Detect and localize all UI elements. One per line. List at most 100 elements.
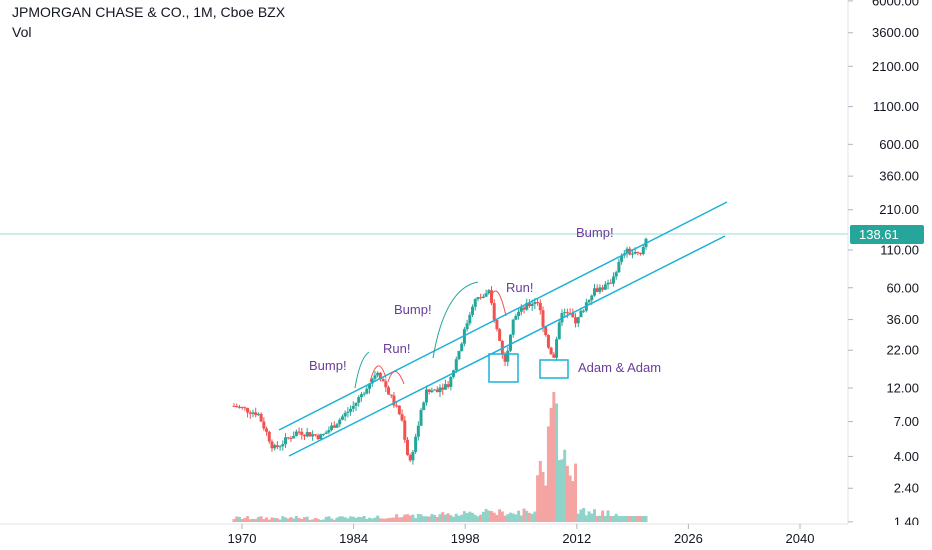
volume-bar — [365, 518, 369, 522]
volume-bar — [262, 519, 266, 522]
volume-bar — [248, 519, 252, 522]
volume-bar — [527, 512, 531, 522]
price-tick-label: 110.00 — [880, 243, 919, 258]
candle-body — [506, 350, 510, 362]
volume-bar — [457, 515, 461, 522]
volume-bar — [311, 519, 315, 522]
volume-bar — [273, 518, 277, 522]
volume-bar — [609, 516, 613, 522]
candle-body — [237, 406, 241, 408]
time-tick-label: 1998 — [451, 531, 480, 546]
run-arc-1 — [369, 365, 387, 383]
candle-body — [435, 389, 439, 393]
price-tick-label: 1100.00 — [873, 99, 919, 114]
scale-corner[interactable] — [848, 525, 932, 550]
candle-body — [378, 372, 382, 380]
candle-body — [392, 395, 396, 406]
volume-bar — [565, 465, 569, 522]
volume-bar — [384, 518, 388, 522]
candle-body — [630, 253, 634, 255]
volume-bar — [308, 519, 312, 522]
price-tick-label: 7.00 — [894, 414, 919, 429]
volume-bar — [571, 481, 575, 522]
candle-body — [408, 455, 412, 461]
price-tick-label: 60.00 — [886, 280, 919, 295]
volume-bar — [373, 517, 377, 522]
volume-bars — [232, 392, 648, 522]
candlesticks — [232, 237, 648, 465]
candle-body — [443, 384, 447, 390]
candle-body — [468, 314, 472, 324]
volume-bar — [422, 516, 426, 522]
candle-body — [620, 255, 624, 262]
volume-bar — [530, 513, 534, 522]
candle-body — [446, 384, 450, 387]
volume-bar — [544, 485, 548, 522]
volume-bar — [232, 519, 236, 522]
candle-body — [536, 301, 540, 303]
volume-bar — [267, 519, 271, 522]
volume-bar — [525, 510, 529, 522]
volume-bar — [265, 517, 269, 522]
candle-body — [487, 290, 491, 294]
volume-bar — [522, 508, 526, 522]
candle-body — [544, 326, 548, 336]
volume-bar — [243, 518, 247, 522]
candle-body — [240, 406, 244, 408]
candle-body — [316, 435, 320, 440]
candle-body — [300, 431, 304, 435]
candle-body — [424, 389, 428, 403]
candle-body — [500, 340, 504, 354]
annotation-run-2: Run! — [506, 280, 533, 295]
volume-bar — [579, 509, 583, 522]
volume-bar — [403, 514, 407, 522]
candle-body — [457, 351, 461, 360]
volume-bar — [335, 517, 339, 522]
candle-body — [514, 316, 518, 320]
time-axis[interactable]: 1970 1984 1998 2012 2026 2040 — [228, 524, 815, 546]
volume-bar — [538, 460, 542, 522]
candle-body — [449, 376, 453, 387]
candle-body — [633, 251, 637, 254]
price-axis[interactable]: 6000.00 3600.00 2100.00 1100.00 600.00 360.00… — [848, 0, 919, 529]
volume-bar — [468, 511, 472, 522]
candle-body — [538, 302, 542, 311]
volume-bar — [563, 449, 567, 522]
candle-body — [441, 387, 445, 390]
candle-body — [343, 412, 347, 417]
volume-bar — [592, 509, 596, 522]
annotation-bump-1: Bump! — [309, 358, 347, 373]
candle-body — [422, 402, 426, 411]
candle-body — [302, 434, 306, 437]
price-tick-label: 36.00 — [886, 312, 919, 327]
candle-body — [330, 425, 334, 431]
volume-bar — [346, 518, 350, 522]
volume-bar — [256, 516, 260, 522]
candle-body — [381, 379, 385, 382]
volume-bar — [300, 518, 304, 522]
candle-body — [362, 393, 366, 395]
candle-body — [519, 307, 523, 312]
price-tick-label: 210.00 — [879, 202, 919, 217]
volume-bar — [584, 515, 588, 522]
candle-body — [294, 431, 298, 437]
candle-body — [617, 261, 621, 273]
candle-body — [267, 431, 271, 442]
volume-bar — [340, 516, 344, 522]
candle-body — [498, 329, 502, 341]
candle-body — [405, 439, 409, 456]
time-tick-label: 2040 — [786, 531, 815, 546]
volume-bar — [495, 514, 499, 522]
volume-bar — [235, 516, 239, 522]
candle-body — [614, 272, 618, 277]
volume-bar — [552, 392, 556, 522]
volume-bar — [471, 512, 475, 522]
volume-bar — [479, 514, 483, 522]
adam-box-1 — [488, 353, 519, 383]
volume-bar — [297, 518, 301, 522]
candle-body — [530, 303, 534, 307]
volume-bar — [595, 516, 599, 522]
volume-bar — [381, 518, 385, 522]
volume-bar — [330, 518, 334, 522]
